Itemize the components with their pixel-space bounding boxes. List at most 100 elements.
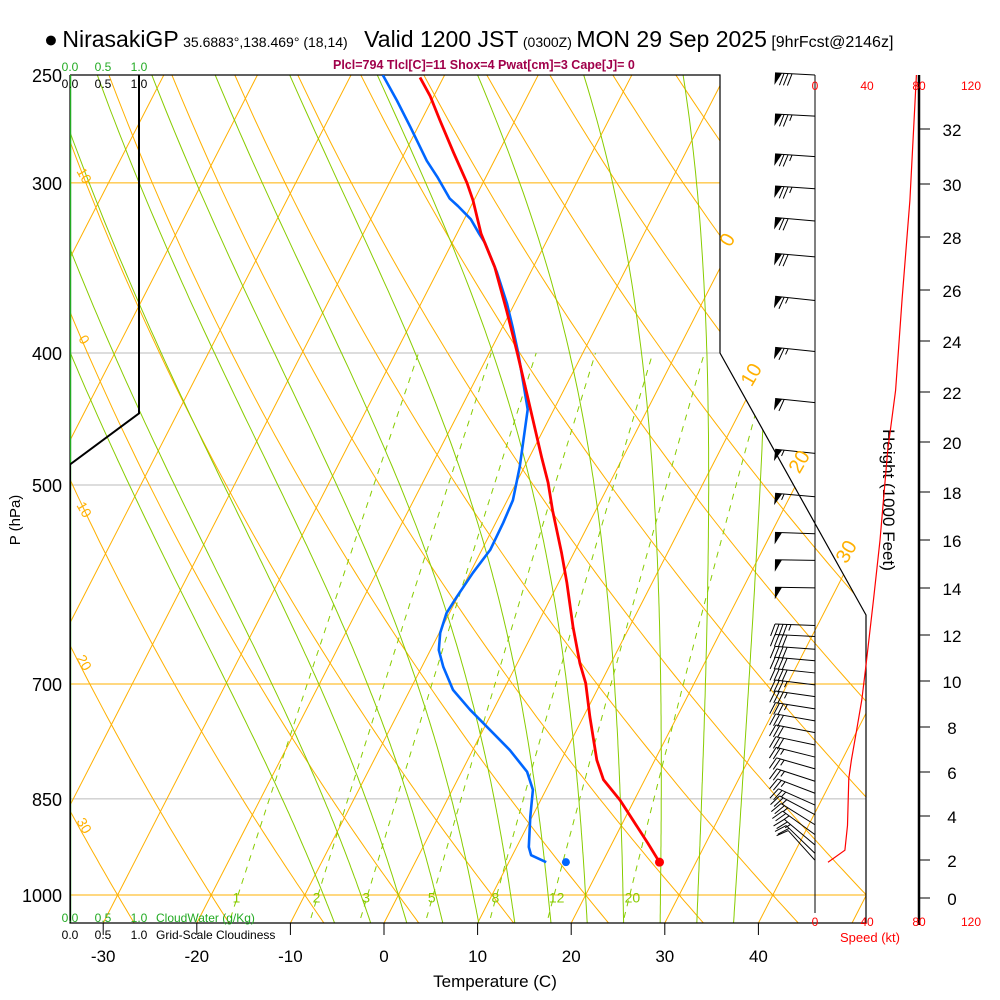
cloudiness-scale-bottom: 1.0 <box>131 928 148 942</box>
dry-adiabat-line <box>846 75 866 923</box>
speed-tick-top: 80 <box>912 79 926 93</box>
cloudiness-scale-bottom: 0.5 <box>95 928 112 942</box>
wind-barb-half-feather <box>781 799 788 805</box>
wind-barb <box>773 448 816 462</box>
wind-barb-feather <box>777 715 784 727</box>
height-tick-label: 0 <box>947 890 956 909</box>
wind-barb <box>769 690 816 704</box>
wind-barb-feather <box>769 736 777 748</box>
wind-barb-staff <box>775 656 816 662</box>
wind-barb-staff <box>775 633 816 638</box>
height-tick-label: 18 <box>943 484 962 503</box>
mixing-ratio-line <box>486 352 654 923</box>
wind-barb <box>771 803 816 826</box>
isotherm-line <box>70 75 458 923</box>
wind-barb-half-feather <box>785 348 789 355</box>
wind-barb-feather <box>773 702 780 715</box>
wind-barb-feather <box>781 658 788 671</box>
speed-tick-bottom: 0 <box>812 915 819 929</box>
temp-tick-label: -30 <box>91 947 116 966</box>
wind-barb-half-feather <box>788 624 792 631</box>
wind-barb <box>774 492 816 506</box>
cloudwater-scale-bottom: 0.5 <box>95 911 112 925</box>
surface-temperature-dot <box>655 857 665 867</box>
wind-barb <box>774 531 816 545</box>
height-axis-title: Height (1000 Feet) <box>879 429 898 571</box>
cloudwater-scale-top: 0.5 <box>95 60 112 74</box>
wind-barb-half-feather <box>780 781 786 788</box>
wind-barb <box>768 757 816 770</box>
wind-barb-staff <box>787 830 816 861</box>
height-tick-label: 2 <box>947 852 956 871</box>
mixing-ratio-line <box>306 352 492 923</box>
wind-barb <box>769 656 816 671</box>
wind-barb-feather <box>778 114 785 127</box>
wind-barb-feather <box>773 790 783 801</box>
station-coords: 35.6883°,138.469° (18,14) <box>183 34 348 50</box>
wind-barb-half-feather <box>781 449 785 457</box>
pressure-tick-label: 700 <box>32 675 62 695</box>
moist-adiabat-line <box>575 75 662 923</box>
wind-barb-staff <box>778 788 816 806</box>
wind-barb-feather <box>769 713 777 726</box>
wind-barb-pennant <box>774 493 783 506</box>
speed-tick-bottom: 80 <box>912 915 926 929</box>
wind-barb-feather <box>776 726 785 738</box>
wind-barb-staff <box>775 217 816 222</box>
wind-barb-feather <box>773 725 781 738</box>
wind-barb <box>769 668 816 682</box>
wind-barb-staff <box>775 645 816 650</box>
wind-barb-feather <box>768 757 777 769</box>
wind-barb-pennant <box>773 449 783 462</box>
wind-barb-feather <box>778 73 785 86</box>
y-axis-title: P (hPa) <box>7 495 24 546</box>
left-edge-label: 20 <box>74 652 96 674</box>
wind-barb <box>769 702 816 716</box>
wind-barb-feather <box>769 646 776 659</box>
mixing-ratio-line <box>422 352 596 923</box>
wind-barb-feather <box>782 154 789 167</box>
mixing-ratio-label: 3 <box>362 890 370 906</box>
wind-barb-feather <box>782 624 788 637</box>
wind-barb <box>769 788 816 806</box>
wind-barb-feather <box>772 758 781 770</box>
cloudiness-scale-top: 0.5 <box>95 77 112 91</box>
temp-tick-label: 30 <box>655 947 674 966</box>
wind-barb <box>769 713 816 727</box>
wind-barb-feather <box>776 821 788 829</box>
wind-barb-staff <box>779 795 816 816</box>
dry-adiabat-line <box>972 51 1000 930</box>
temp-tick-label: 20 <box>562 947 581 966</box>
isotherm-line <box>70 75 177 923</box>
wind-barb-feather <box>777 827 790 835</box>
wind-barb-half-feather <box>781 493 785 501</box>
wind-barb-staff <box>782 810 816 836</box>
isotherm-line <box>99 75 552 923</box>
wind-barb-pennant <box>774 153 783 166</box>
left-edge-label: 10 <box>74 165 96 187</box>
wind-barb-half-feather <box>789 154 793 162</box>
wind-barb-half-feather <box>780 771 785 777</box>
wind-barb-pennant <box>774 114 783 127</box>
wind-barb-staff <box>775 72 816 76</box>
speed-tick-top: 0 <box>812 79 819 93</box>
wind-barb-staff <box>785 825 816 854</box>
cloudwater-scale-top: 0.0 <box>62 60 79 74</box>
wind-barb-pennant <box>774 185 783 198</box>
wind-barb-staff <box>784 818 816 846</box>
wind-barb-feather <box>777 634 784 647</box>
height-tick-label: 16 <box>943 532 962 551</box>
height-tick-label: 32 <box>943 121 962 140</box>
height-tick-label: 10 <box>943 673 962 692</box>
wind-barb-staff <box>775 346 816 353</box>
wind-barb <box>769 645 816 660</box>
height-tick-label: 20 <box>943 434 962 453</box>
wind-barb-feather <box>769 679 776 692</box>
wind-barb-half-feather <box>784 824 791 829</box>
moist-adiabat-line <box>466 75 625 923</box>
height-tick-label: 6 <box>947 764 956 783</box>
wind-barb-feather <box>777 646 784 659</box>
height-tick-label: 26 <box>943 282 962 301</box>
wind-barb-feather <box>770 795 781 805</box>
